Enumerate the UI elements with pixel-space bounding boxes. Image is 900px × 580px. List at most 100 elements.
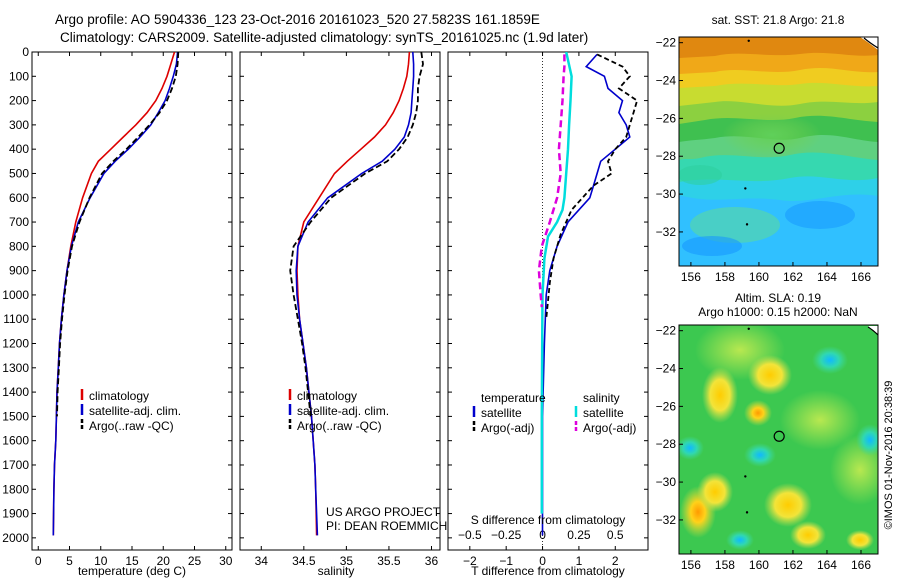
legend-title-salinity: salinity [583,391,620,405]
x-tick-label: 5 [66,554,73,568]
t-difference-xlabel: T difference from climatology [471,564,625,578]
lat-tick-label: −32 [656,225,677,239]
x-tick-label: 25 [188,554,202,568]
legend-label: satellite-adj. clim. [297,404,389,418]
lon-tick-label: 158 [715,558,735,572]
depth-tick-label: 1000 [2,288,29,302]
depth-tick-label: 0 [22,45,29,59]
island-dot [747,39,750,42]
sla-map: Altim. SLA: 0.19 Argo h1000: 0.15 h2000:… [656,291,879,572]
figure-title-line1: Argo profile: AO 5904336_123 23-Oct-2016… [55,12,540,27]
depth-tick-label: 1100 [3,312,29,326]
temperature-axes-frame [31,51,233,551]
series-line [545,53,639,320]
difference-axes-frame [447,51,649,551]
lat-tick-label: −30 [656,475,677,489]
pi-label: PI: DEAN ROEMMICH [326,519,447,533]
depth-tick-label: 200 [9,94,29,108]
series-line [289,52,424,417]
island-dot [745,511,749,514]
series-line [52,52,176,536]
salinity-xlabel: salinity [318,564,355,578]
series-line [295,52,415,536]
legend-label: satellite-adj. clim. [89,404,181,418]
lat-tick-label: −26 [656,111,677,125]
lat-tick-label: −28 [656,437,677,451]
legend-label: satellite [481,406,522,420]
legend-label: Argo(-adj) [583,421,636,435]
island-dot [744,475,747,478]
x-tick-label: −2 [463,554,477,568]
lat-tick-label: −26 [656,399,677,413]
series-line [541,53,631,536]
depth-tick-label: 1300 [2,361,29,375]
lat-tick-label: −22 [656,36,677,50]
sst-argo-marker [773,142,785,154]
temperature-panel: 0100200300400500600700800900100011001200… [2,45,232,578]
lat-tick-label: −30 [656,187,677,201]
depth-tick-label: 800 [9,239,29,253]
lon-tick-label: 162 [783,270,803,284]
x-tick-label: −1 [499,554,513,568]
figure-title-line2: Climatology: CARS2009. Satellite-adjuste… [60,30,589,45]
legend-label: Argo(-adj) [481,421,534,435]
depth-tick-label: 1900 [2,507,29,521]
lat-tick-label: −28 [656,149,677,163]
sla-map-frame [678,324,879,555]
lon-tick-label: 158 [715,270,735,284]
legend-title-temperature: temperature [481,391,546,405]
lon-tick-label: 164 [817,558,837,572]
x-tick-label: 30 [219,554,233,568]
depth-tick-label: 400 [9,142,29,156]
depth-tick-label: 1200 [2,337,29,351]
s-tick-label: −0.5 [458,528,482,542]
lon-tick-label: 156 [681,558,701,572]
legend-label: Argo(..raw -QC) [297,419,382,433]
s-difference-label: S difference from climatology [471,513,626,527]
x-tick-label: 0 [35,554,42,568]
x-tick-label: 34.5 [292,554,316,568]
salinity-panel: 34 34.5 35 35.5 36 climatologysatellite-adj.… [239,51,447,578]
lon-tick-label: 164 [817,270,837,284]
depth-tick-label: 100 [9,69,29,83]
series-line [540,52,573,514]
x-tick-label: 36 [425,554,439,568]
sst-map: sat. SST: 21.8 Argo: 21.8 156 158 160 162 16… [656,13,879,284]
series-line [56,52,180,417]
s-tick-label: 0.5 [607,528,624,542]
x-tick-label: 34 [255,554,269,568]
lon-tick-label: 160 [749,270,769,284]
x-tick-label: 35 [340,554,354,568]
lat-tick-label: −22 [656,324,677,338]
series-line [52,52,179,536]
legend-label: climatology [297,389,357,403]
sst-map-frame [678,36,879,267]
sla-argo-marker [773,430,785,442]
island-dot [747,327,750,330]
x-tick-label: 20 [157,554,171,568]
depth-tick-label: 500 [9,166,29,180]
depth-tick-label: 2000 [2,531,29,545]
lat-tick-label: −24 [656,74,677,88]
x-tick-label: 0 [539,554,546,568]
lon-tick-label: 162 [783,558,803,572]
salinity-axes-frame [239,51,441,551]
x-tick-label: 2 [612,554,619,568]
depth-tick-label: 1800 [2,482,29,496]
difference-panel: −2 −1 0 1 2−0.5 −0.25 0 0.25 0.5 temperature sali… [447,51,649,578]
lon-tick-label: 166 [851,558,871,572]
lon-tick-label: 166 [851,270,871,284]
timestamp-stamp: ©IMOS 01-Nov-2016 20:38:39 [883,380,895,530]
depth-tick-label: 1600 [2,434,29,448]
s-tick-label: −0.25 [491,528,522,542]
temperature-xlabel: temperature (deg C) [78,564,186,578]
legend-label: Argo(..raw -QC) [89,419,174,433]
legend-label: climatology [89,389,149,403]
depth-tick-label: 1700 [2,458,29,472]
depth-tick-label: 600 [9,191,29,205]
s-tick-label: 0.25 [567,528,591,542]
x-tick-label: 15 [125,554,139,568]
sla-map-title: Altim. SLA: 0.19 [735,291,821,305]
depth-tick-label: 300 [9,118,29,132]
